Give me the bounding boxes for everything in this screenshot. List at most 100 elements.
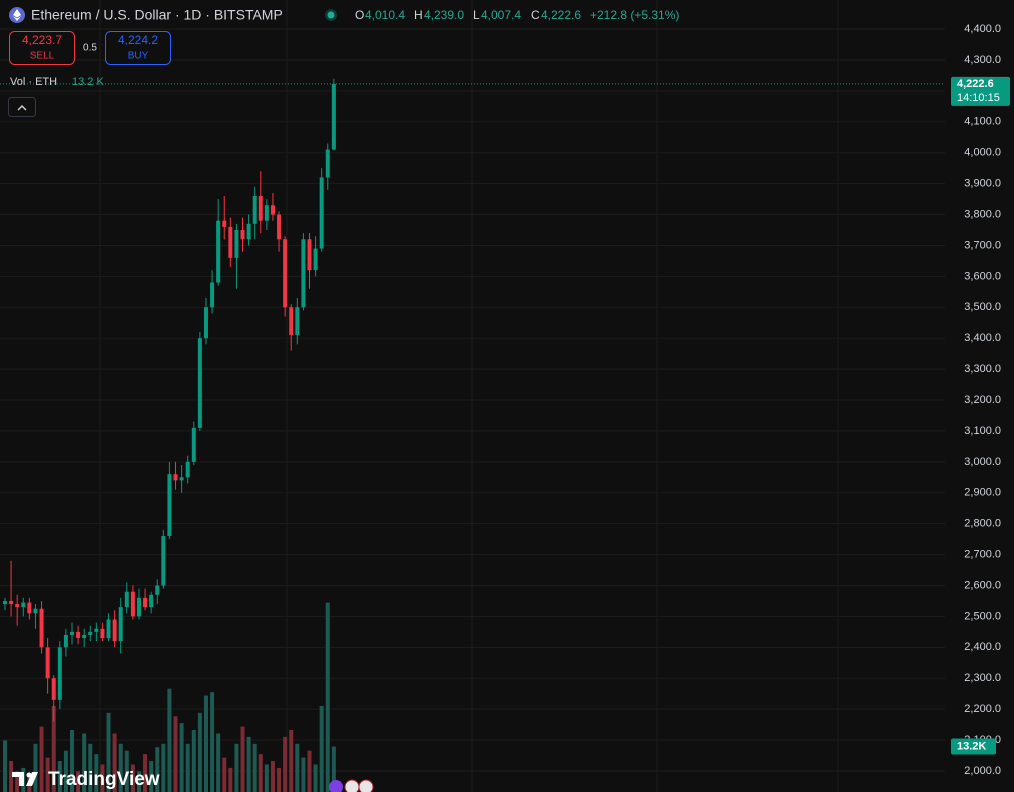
brand-name: TradingView — [48, 769, 160, 790]
buy-price: 4,224.2 — [118, 33, 158, 47]
volume-bar — [3, 740, 7, 792]
y-tick-label: 2,500.0 — [964, 610, 1001, 622]
candle-body — [63, 634, 68, 648]
y-tick-label: 2,600.0 — [964, 579, 1001, 591]
volume-bar — [161, 743, 166, 792]
volume-bar — [112, 733, 117, 792]
candle-body — [325, 149, 330, 178]
candle-body — [307, 239, 312, 271]
buy-button[interactable] — [105, 31, 171, 65]
candle-body — [185, 461, 190, 478]
volume-bar — [69, 730, 74, 792]
candle-body — [15, 604, 20, 608]
volume-bar — [222, 757, 227, 792]
volume-bar — [130, 764, 135, 792]
volume-bar — [51, 705, 56, 792]
volume-bar — [258, 754, 263, 792]
candle-body — [39, 608, 44, 648]
volume-bar — [197, 712, 202, 792]
vertical-grid — [99, 0, 839, 792]
y-tick-label: 2,900.0 — [964, 487, 1001, 499]
candle-body — [130, 591, 135, 617]
volume-bar — [63, 750, 68, 792]
candle-body — [270, 205, 275, 215]
volume-bar — [331, 746, 336, 792]
ohlc-key: O — [355, 8, 364, 22]
volume-bar — [203, 695, 208, 792]
brand-logo-dot — [26, 772, 32, 778]
candle-body — [94, 628, 99, 632]
change: +212.8 (+5.31%) — [590, 8, 679, 22]
candle-body — [240, 229, 245, 240]
volume-bar — [100, 764, 105, 792]
candle-body — [331, 83, 336, 150]
symbol-title[interactable]: Ethereum / U.S. Dollar · 1D · BITSTAMP — [31, 7, 283, 23]
candle-body — [118, 607, 123, 642]
candle-body — [124, 591, 129, 608]
y-tick-label: 2,800.0 — [964, 518, 1001, 530]
volume-bar — [57, 761, 62, 792]
event-icon[interactable] — [358, 779, 374, 792]
last-price-box — [951, 76, 1010, 106]
volume-bar — [289, 730, 294, 792]
volume-bar — [124, 750, 129, 792]
candle-body — [228, 226, 233, 258]
y-tick-label: 3,700.0 — [964, 239, 1001, 251]
volume-bar — [210, 692, 215, 792]
candle-body — [57, 647, 62, 700]
volume-bar — [155, 747, 160, 792]
volume-bar — [313, 764, 318, 792]
candle-body — [45, 647, 50, 679]
candle-body — [106, 619, 111, 639]
y-tick-label: 2,700.0 — [964, 548, 1001, 560]
candle-body — [277, 214, 282, 240]
sell-button[interactable] — [9, 31, 75, 65]
candle-body — [301, 239, 306, 308]
y-tick-label: 4,000.0 — [964, 147, 1001, 159]
candle-body — [197, 338, 202, 428]
volume-bar — [118, 743, 123, 792]
brand-logo — [12, 772, 38, 786]
volume-bar — [15, 771, 20, 792]
candle-body — [289, 307, 294, 336]
candle-body — [100, 628, 105, 639]
y-tick-label: 3,400.0 — [964, 332, 1001, 344]
candle-body — [210, 282, 215, 308]
volume-bar — [301, 757, 306, 792]
event-icon[interactable] — [329, 780, 343, 792]
status-dot — [327, 11, 335, 19]
candle-body — [179, 477, 184, 481]
y-tick-label: 2,200.0 — [964, 703, 1001, 715]
volume-bar — [94, 754, 99, 792]
candle-body — [143, 597, 148, 608]
ohlc-value: 4,222.6 — [541, 8, 581, 22]
volume-bar — [76, 771, 81, 792]
volume-bar — [325, 602, 330, 792]
candle-body — [9, 600, 14, 605]
event-icon[interactable] — [344, 779, 360, 792]
grid — [0, 28, 945, 772]
volume-bar — [136, 771, 141, 792]
y-tick-label: 3,500.0 — [964, 301, 1001, 313]
candle-body — [234, 229, 239, 258]
candle-body — [69, 631, 74, 635]
candle-body — [313, 248, 318, 271]
candle-body — [21, 602, 26, 608]
y-tick-label: 2,300.0 — [964, 672, 1001, 684]
volume-bar — [149, 761, 154, 792]
candle-body — [246, 223, 251, 240]
y-tick-label: 2,000.0 — [964, 765, 1001, 777]
candle-body — [258, 195, 263, 221]
volume-bars — [3, 602, 336, 792]
volume-bar — [264, 764, 269, 792]
volume-bar — [45, 757, 50, 792]
y-tick-label: 3,600.0 — [964, 270, 1001, 282]
spread: 0.5 — [83, 43, 97, 54]
volume-label-box — [951, 738, 996, 755]
sell-price: 4,223.7 — [22, 33, 62, 47]
candles — [3, 78, 336, 722]
collapse-button[interactable] — [8, 97, 36, 117]
volume-bar — [240, 726, 245, 792]
candle-body — [191, 427, 196, 462]
